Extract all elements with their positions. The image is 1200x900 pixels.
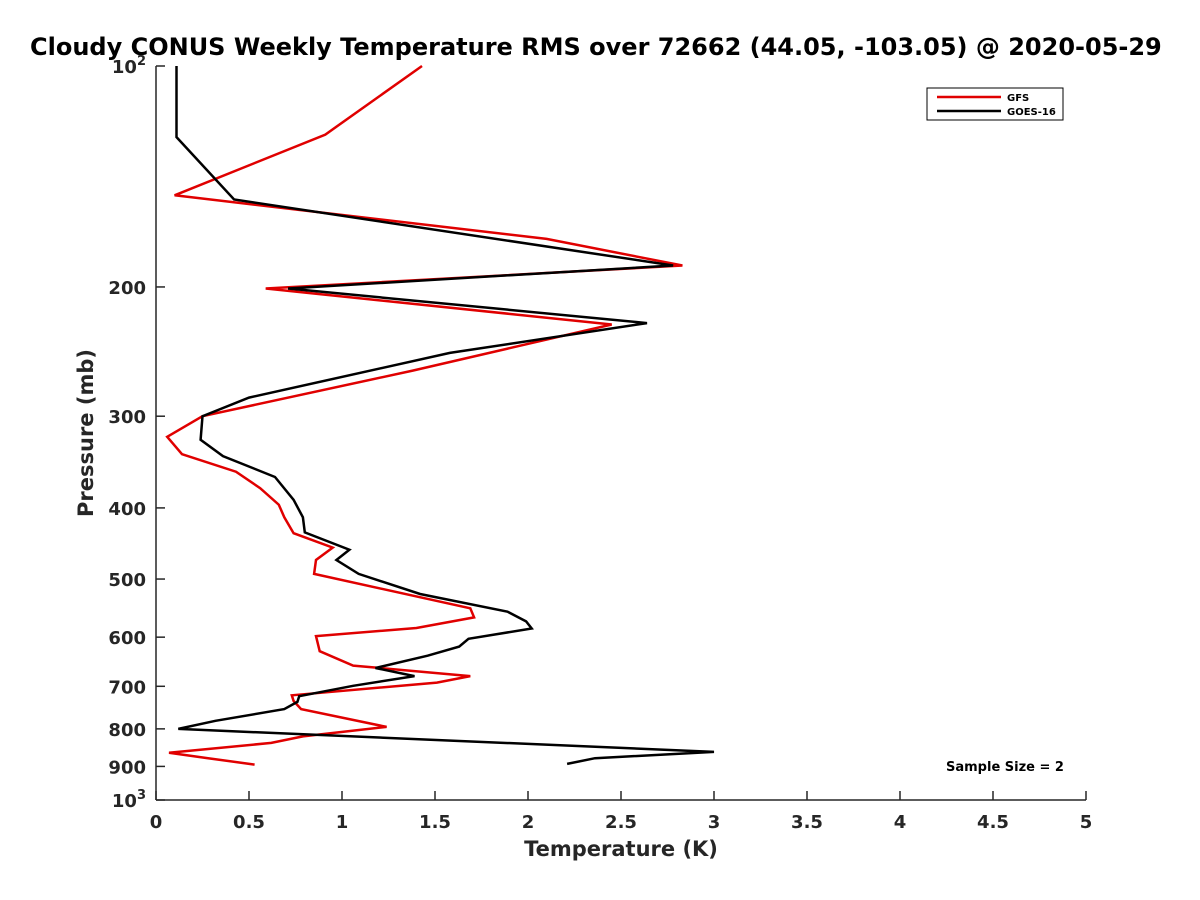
x-tick-label: 4 [894, 812, 907, 833]
x-ticks: 0 0.5 1 1.5 2 2.5 3 3.5 4 4.5 5 [150, 791, 1093, 833]
x-tick-label: 3 [708, 812, 721, 833]
x-tick-label: 0 [150, 812, 163, 833]
legend: GFS GOES-16 [926, 87, 1064, 121]
y-ticks: 102 200 300 400 500 600 700 800 900 103 [108, 54, 165, 812]
y-tick-label: 700 [108, 677, 146, 698]
chart-title: Cloudy CONUS Weekly Temperature RMS over… [30, 33, 1162, 61]
x-tick-label: 4.5 [977, 812, 1009, 833]
x-tick-label: 1.5 [419, 812, 451, 833]
y-tick-label: 900 [108, 757, 146, 778]
x-tick-label: 5 [1080, 812, 1093, 833]
x-tick-label: 1 [336, 812, 349, 833]
y-tick-label: 800 [108, 720, 146, 741]
series-line-goes-16 [175, 66, 715, 766]
legend-label-goes-16: GOES-16 [1007, 107, 1056, 118]
y-tick-label: 400 [108, 499, 146, 520]
y-axis-label: Pressure (mb) [74, 349, 98, 517]
series-layer [165, 64, 715, 766]
y-tick-label: 102 [112, 54, 146, 78]
y-tick-label: 500 [108, 570, 146, 591]
y-tick-label: 103 [112, 788, 146, 812]
axes [155, 66, 1086, 801]
y-tick-label: 200 [108, 278, 146, 299]
x-tick-label: 3.5 [791, 812, 823, 833]
y-tick-label: 600 [108, 628, 146, 649]
legend-label-gfs: GFS [1007, 93, 1029, 104]
x-tick-label: 2 [522, 812, 535, 833]
sample-size-annotation: Sample Size = 2 [946, 760, 1064, 775]
x-axis-label: Temperature (K) [524, 837, 718, 861]
x-tick-label: 2.5 [605, 812, 637, 833]
legend-box [926, 87, 1064, 121]
x-tick-label: 0.5 [233, 812, 265, 833]
y-tick-label: 300 [108, 407, 146, 428]
series-line-gfs [165, 64, 683, 766]
